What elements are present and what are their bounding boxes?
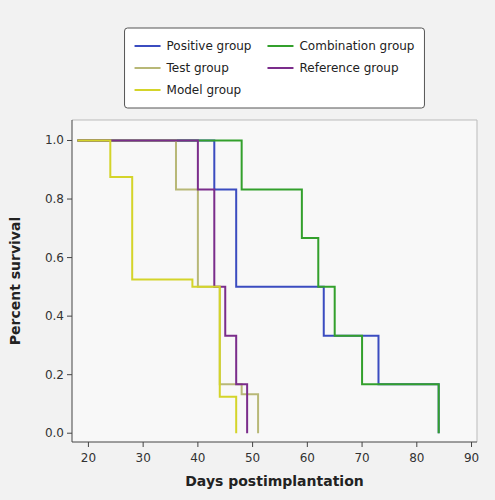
x-tick [362,442,363,447]
y-tick [67,374,72,375]
plot-area [72,120,477,442]
legend-label: Reference group [299,61,398,75]
survival-line [77,140,247,433]
survival-line [77,140,258,433]
x-tick-label: 80 [409,451,424,465]
legend-label: Combination group [299,39,414,53]
legend-label: Positive group [167,39,252,53]
series-group [77,140,438,433]
y-tick-label: 0.2 [45,368,64,382]
chart: 20 30 40 50 60 70 80 90 0.0 0.2 0.4 0.6 0.8 1.0 Days p… [0,0,495,500]
legend: Positive group Combination group Test grou… [125,28,425,108]
legend-handle [267,45,293,47]
y-tick-label: 1.0 [45,133,64,147]
x-tick [88,442,89,447]
frame-top [72,120,477,121]
survival-line [77,140,438,433]
legend-item: Test group [135,61,229,75]
y-tick [67,257,72,258]
survival-line [77,140,438,433]
x-tick [143,442,144,447]
y-axis-line [72,120,73,442]
x-tick-label: 60 [300,451,315,465]
x-tick-label: 20 [81,451,96,465]
x-tick [307,442,308,447]
y-tick [67,433,72,434]
x-tick-label: 70 [354,451,369,465]
x-axis-line [72,442,477,443]
survival-line [77,140,236,433]
legend-item: Model group [135,83,242,97]
x-tick-label: 90 [464,451,479,465]
legend-box [125,28,425,108]
y-tick [67,199,72,200]
x-tick-label: 30 [136,451,151,465]
x-tick [252,442,253,447]
x-tick [197,442,198,447]
frame-right [477,120,478,442]
y-tick [67,316,72,317]
x-axis-label: Days postimplantation [185,473,363,489]
legend-item: Positive group [135,39,252,53]
y-tick [67,140,72,141]
background [0,0,495,500]
y-tick-label: 0.8 [45,192,64,206]
y-tick-label: 0.0 [45,426,64,440]
legend-handle [135,45,161,47]
y-tick-label: 0.6 [45,251,64,265]
legend-item: Reference group [267,61,398,75]
legend-handle [135,89,161,91]
y-tick-label: 0.4 [45,309,64,323]
x-tick [471,442,472,447]
legend-label: Test group [166,61,229,75]
legend-handle [267,67,293,69]
y-axis-label: Percent survival [7,217,23,346]
x-tick [416,442,417,447]
x-tick-label: 40 [190,451,205,465]
x-tick-label: 50 [245,451,260,465]
legend-handle [135,67,161,69]
legend-item: Combination group [267,39,414,53]
legend-label: Model group [167,83,242,97]
